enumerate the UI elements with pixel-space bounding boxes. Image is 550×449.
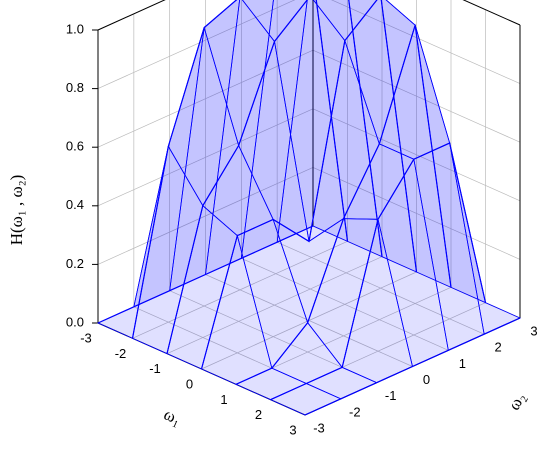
surface-line (200, 0, 418, 370)
x-axis-label: ω₁ (161, 404, 184, 428)
y-axis-label: ω₂ (504, 389, 529, 413)
x-tick-label: -3 (80, 330, 92, 345)
x-tick-label: -1 (149, 361, 161, 376)
x-tick-label: 2 (255, 407, 262, 422)
y-tick-label: -1 (385, 388, 397, 403)
y-tick-label: -2 (349, 404, 361, 419)
z-tick-label: 0.2 (66, 256, 84, 271)
z-tick-label: 0.8 (66, 80, 84, 95)
x-tick-label: -2 (115, 346, 127, 361)
z-tick-label: 1.0 (66, 21, 84, 36)
axis-line (462, 0, 521, 26)
z-tick-label: 0.6 (66, 139, 84, 154)
x-tick-label: 3 (289, 422, 296, 437)
surface-line (270, 142, 487, 401)
surface-line (97, 225, 314, 324)
x-tick-label: 0 (186, 376, 193, 391)
x-tick-label: 1 (220, 392, 227, 407)
surface-line (131, 0, 349, 339)
z-axis-label: H(ω₁ , ω₂) (7, 175, 26, 246)
axis-line (97, 0, 166, 31)
z-tick-label: 0.0 (66, 314, 84, 329)
y-tick-label: 2 (495, 340, 502, 355)
y-tick-label: 3 (530, 323, 537, 338)
z-tick-label: 0.4 (66, 197, 84, 212)
grid-line (241, 258, 449, 351)
y-tick-label: 0 (423, 372, 430, 387)
grid-line (277, 241, 485, 335)
surface-line (166, 0, 383, 354)
y-tick-label: 1 (459, 356, 466, 371)
surface-line (235, 24, 452, 385)
surface-line (304, 317, 521, 416)
y-tick-label: -3 (313, 420, 325, 435)
